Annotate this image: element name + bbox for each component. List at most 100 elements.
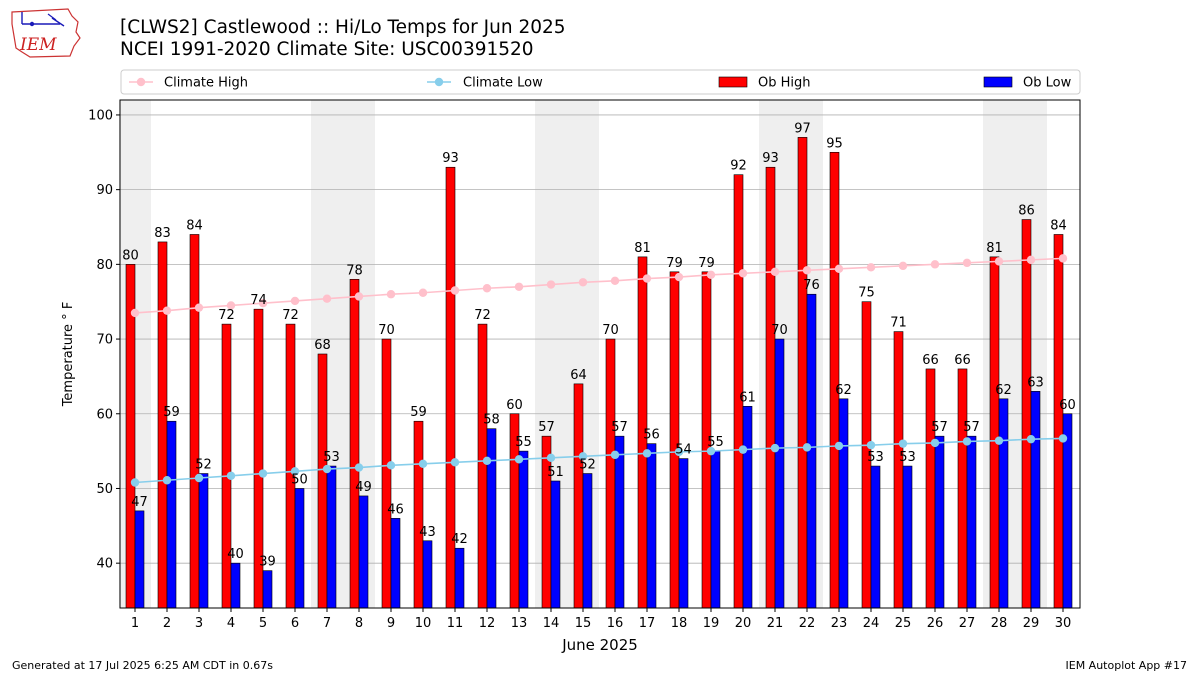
- ob-low-bar: [422, 540, 433, 609]
- x-tick-label: 19: [703, 616, 720, 631]
- x-tick-label: 17: [639, 616, 656, 631]
- ob-low-label: 46: [387, 502, 404, 517]
- climate-high-point: [354, 292, 364, 301]
- iem-logo: IEM: [8, 6, 82, 60]
- x-tick-label: 16: [607, 616, 624, 631]
- legend-climate-high-marker: [136, 77, 146, 87]
- ob-high-label: 70: [378, 323, 395, 338]
- ob-low-bar: [966, 435, 977, 609]
- climate-high-point: [706, 270, 716, 280]
- ob-low-bar: [1030, 391, 1041, 609]
- climate-low-point: [1058, 434, 1068, 443]
- ob-low-label: 59: [163, 405, 180, 420]
- ob-high-bar: [957, 368, 968, 609]
- bars: [125, 137, 1073, 609]
- climate-high-point: [866, 263, 876, 272]
- ob-low-bar: [294, 488, 305, 609]
- climate-high-point: [258, 299, 268, 308]
- ob-high-bar: [381, 338, 392, 609]
- y-tick-label: 60: [96, 407, 113, 422]
- x-tick-label: 2: [163, 616, 171, 631]
- ob-low-label: 57: [931, 420, 948, 435]
- generated-note: Generated at 17 Jul 2025 6:25 AM CDT in …: [12, 659, 273, 672]
- ob-high-label: 83: [154, 226, 171, 241]
- ob-low-label: 76: [803, 278, 820, 293]
- climate-high-point: [546, 280, 556, 289]
- climate-low-point: [866, 440, 876, 450]
- y-axis-label: Temperature ° F: [61, 302, 76, 408]
- ob-high-label: 72: [282, 308, 299, 323]
- climate-low-point: [162, 476, 172, 485]
- ob-low-label: 60: [1059, 398, 1076, 413]
- ob-high-label: 78: [346, 263, 363, 278]
- climate-low-point: [962, 437, 972, 446]
- x-tick-label: 28: [991, 616, 1008, 631]
- climate-high-point: [290, 296, 300, 306]
- ob-high-bar: [1021, 219, 1032, 609]
- climate-low-point: [418, 459, 428, 469]
- ob-high-label: 81: [986, 241, 1003, 256]
- climate-low-point: [578, 452, 588, 461]
- title-line-1: [CLWS2] Castlewood :: Hi/Lo Temps for Ju…: [120, 17, 566, 38]
- climate-high-point: [514, 282, 524, 291]
- ob-low-label: 54: [675, 443, 692, 458]
- climate-high-point: [674, 272, 684, 282]
- ob-high-label: 92: [730, 159, 747, 174]
- climate-low-point: [930, 438, 940, 448]
- ob-low-bar: [1062, 413, 1073, 609]
- climate-high-point: [802, 266, 812, 275]
- climate-low-point: [226, 471, 236, 480]
- ob-high-label: 66: [954, 353, 971, 368]
- x-tick-label: 8: [355, 616, 363, 631]
- climate-high-point: [226, 301, 236, 310]
- ob-low-label: 62: [835, 383, 852, 398]
- climate-low-point: [450, 458, 460, 467]
- climate-high-point: [834, 264, 844, 274]
- ob-low-bar: [550, 480, 561, 609]
- legend-ob-low-swatch: [983, 76, 1013, 88]
- x-tick-label: 22: [799, 616, 816, 631]
- chart-title: [CLWS2] Castlewood :: Hi/Lo Temps for Ju…: [120, 17, 566, 61]
- climate-low-point: [994, 436, 1004, 445]
- climate-low-point: [386, 461, 396, 470]
- ob-high-bar: [413, 420, 424, 609]
- ob-high-label: 79: [698, 256, 715, 271]
- climate-low-point: [290, 467, 300, 476]
- ob-high-label: 75: [858, 286, 875, 301]
- ob-high-bar: [829, 151, 840, 609]
- x-tick-label: 14: [543, 616, 560, 631]
- climate-high-point: [1058, 254, 1068, 263]
- x-tick-label: 3: [195, 616, 203, 631]
- x-tick-label: 27: [959, 616, 976, 631]
- climate-high-point: [642, 274, 652, 283]
- ob-low-label: 58: [483, 413, 500, 428]
- climate-lines: [130, 254, 1068, 487]
- ob-low-bar: [582, 473, 593, 609]
- ob-high-bar: [925, 368, 936, 609]
- climate-high-point: [738, 269, 748, 278]
- climate-high-point: [322, 294, 332, 303]
- ob-low-label: 49: [355, 480, 372, 495]
- ob-low-bar: [230, 562, 241, 609]
- ob-high-bar: [541, 435, 552, 609]
- ob-low-label: 42: [451, 532, 468, 547]
- app-id-note: IEM Autoplot App #17: [1065, 659, 1188, 672]
- y-tick-label: 40: [96, 557, 113, 572]
- ob-low-label: 55: [707, 435, 724, 450]
- x-tick-label: 5: [259, 616, 267, 631]
- climate-low-line: [134, 437, 1064, 484]
- y-tick-label: 50: [96, 482, 113, 497]
- legend-climate-low-marker: [434, 77, 444, 87]
- plot-frame: [119, 99, 1081, 609]
- data-labels: 80 83 84 72 74 72 68 78 70 59 93 72 60 57 64 70 81 79 79 92…: [122, 121, 1076, 569]
- x-tick-label: 1: [131, 616, 139, 631]
- x-tick-label: 7: [323, 616, 331, 631]
- x-tick-label: 11: [447, 616, 464, 631]
- ob-low-bar: [326, 465, 337, 609]
- climate-high-point: [898, 261, 908, 271]
- climate-low-point: [642, 449, 652, 458]
- ob-low-bar: [486, 428, 497, 609]
- ob-low-label: 56: [643, 428, 660, 443]
- ob-low-bar: [710, 450, 721, 609]
